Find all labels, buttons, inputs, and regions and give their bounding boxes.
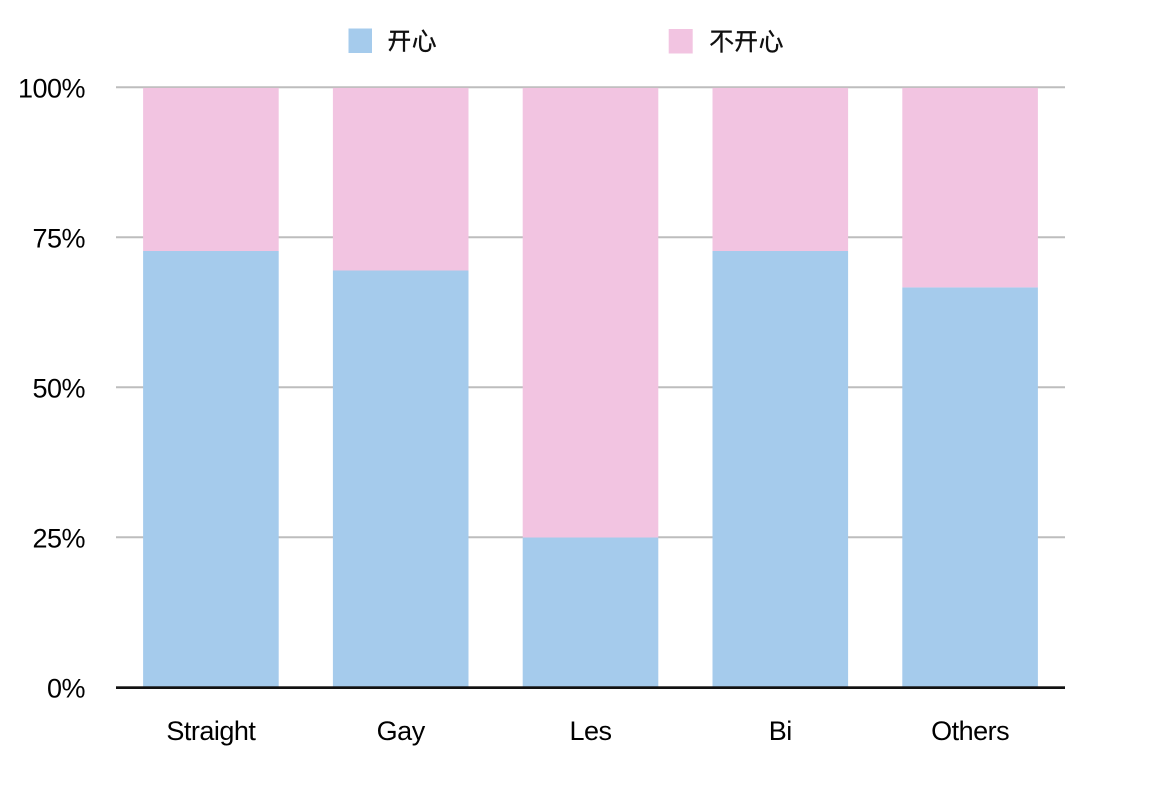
svg-text:100%: 100% — [18, 73, 86, 103]
svg-text:0%: 0% — [47, 673, 86, 703]
svg-text:Les: Les — [569, 716, 611, 746]
svg-text:Others: Others — [931, 716, 1009, 746]
svg-text:25%: 25% — [32, 523, 85, 553]
svg-text:Gay: Gay — [377, 716, 426, 746]
svg-text:Bi: Bi — [769, 716, 792, 746]
svg-text:Straight: Straight — [166, 716, 256, 746]
svg-text:75%: 75% — [32, 223, 85, 253]
svg-text:50%: 50% — [32, 373, 85, 403]
